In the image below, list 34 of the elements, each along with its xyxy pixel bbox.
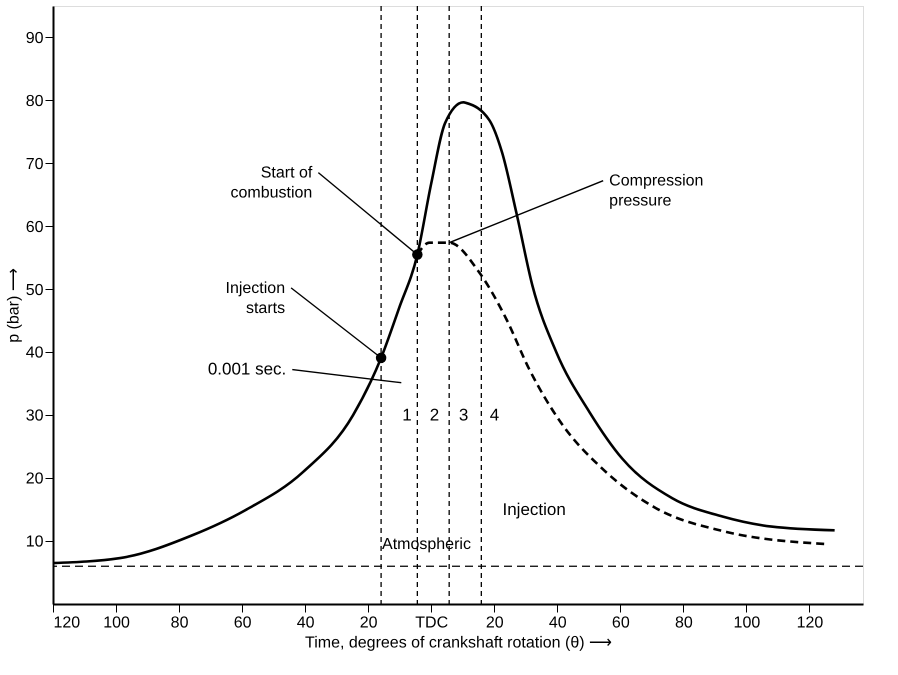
annotation: Injection starts (226, 280, 286, 317)
x-tick-label: 40 (548, 614, 567, 632)
annotation: 2 (430, 406, 440, 425)
y-tick-label: 60 (26, 218, 44, 236)
x-tick-label: 100 (103, 614, 130, 632)
x-tick-label: 120 (54, 614, 80, 632)
annotation: 3 (458, 406, 468, 425)
x-tick-label: 80 (170, 614, 189, 632)
ref-line-label: Atmospheric (382, 536, 471, 554)
x-axis-title: Time, degrees of crankshaft rotation (θ) ⟶ (305, 634, 612, 652)
y-tick-label: 90 (26, 30, 44, 47)
annotation: 4 (490, 406, 500, 425)
x-tick-label: 120 (796, 614, 824, 632)
x-tick-label: TDC (415, 614, 448, 632)
x-tick-label: 80 (674, 614, 693, 632)
annotation: Start of combustion (230, 164, 313, 202)
annotation: Injection (502, 500, 566, 520)
annotation: Compression pressure (609, 172, 704, 210)
y-tick-label: 80 (26, 92, 44, 110)
y-tick-label: 50 (26, 282, 44, 299)
x-tick-label: 60 (612, 614, 630, 632)
x-tick-label: 20 (486, 614, 504, 632)
y-tick-label: 40 (26, 344, 44, 362)
x-tick-label: 60 (234, 614, 252, 632)
annotation: 1 (402, 406, 412, 425)
x-tick-label: 100 (734, 614, 760, 632)
y-tick-label: 70 (26, 156, 44, 173)
y-tick-label: 20 (26, 470, 44, 488)
y-axis-title: p (bar) ⟶ (6, 268, 23, 343)
annotation: 0.001 sec. (208, 360, 286, 379)
y-tick-label: 10 (26, 534, 44, 551)
x-tick-label: 40 (296, 614, 315, 632)
y-tick-label: 30 (26, 408, 44, 425)
x-tick-label: 20 (360, 614, 378, 632)
